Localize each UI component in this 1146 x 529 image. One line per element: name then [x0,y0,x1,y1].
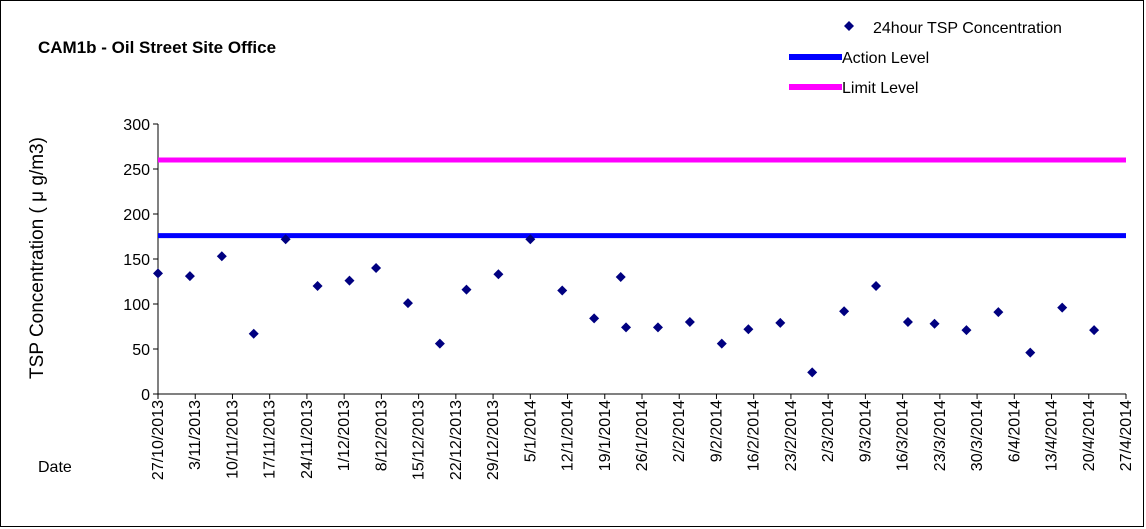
data-point [652,322,663,333]
legend-label-action: Action Level [842,50,929,67]
data-point [961,325,972,336]
x-axis-label: Date [38,459,72,476]
x-tick-label: 9/3/2014 [857,400,874,462]
y-axis-label: TSP Concentration ( μ g/m3) [27,137,48,379]
y-tick-label: 0 [141,387,150,404]
data-point [589,313,600,324]
x-tick-label: 20/4/2014 [1081,400,1098,471]
x-tick-label: 26/1/2014 [634,400,651,471]
x-tick-label: 24/11/2013 [299,400,316,479]
x-tick-label: 3/11/2013 [187,400,204,470]
data-point [929,318,940,329]
data-point [1089,325,1100,336]
x-tick-label: 29/12/2013 [485,400,502,480]
x-tick-label: 27/10/2013 [150,400,167,480]
data-point [684,317,695,327]
y-tick-label: 200 [123,207,150,224]
x-tick-label: 1/12/2013 [336,400,353,471]
x-tick-label: 19/1/2014 [597,400,614,471]
x-tick-label: 27/4/2014 [1118,400,1135,471]
x-tick-label: 12/1/2014 [560,400,577,471]
x-tick-label: 23/3/2014 [932,400,949,471]
data-point [807,367,818,378]
data-point [493,269,504,280]
chart-title: CAM1b - Oil Street Site Office [38,38,276,57]
y-tick-label: 50 [132,342,150,359]
data-point [525,234,536,245]
x-tick-label: 16/2/2014 [746,400,763,471]
x-tick-label: 22/12/2013 [448,400,465,480]
data-point [839,306,850,317]
data-point [621,322,632,333]
data-point [993,307,1004,318]
data-point [312,281,323,291]
legend-label-tsp: 24hour TSP Concentration [873,20,1062,37]
data-point [344,275,355,286]
data-point [615,272,626,282]
x-tick-label: 23/2/2014 [783,400,800,471]
legend-marker-tsp [844,21,854,31]
x-tick-label: 5/1/2014 [522,400,539,462]
y-tick-label: 100 [123,297,150,314]
data-point [153,268,163,279]
y-tick-label: 250 [123,162,150,179]
data-point [775,317,786,328]
x-tick-label: 17/11/2013 [262,400,279,479]
data-point [902,317,913,327]
data-point [402,298,413,309]
data-point [280,234,291,245]
data-point [434,338,445,349]
data-point [371,263,382,273]
data-point [461,284,472,295]
y-tick-label: 150 [123,252,150,269]
legend-label-limit: Limit Level [842,80,918,97]
legend: 24hour TSP Concentration Action Level Li… [789,20,1062,97]
x-tick-label: 2/2/2014 [671,400,688,462]
x-tick-label: 30/3/2014 [969,400,986,471]
data-point [1057,302,1068,313]
x-tick-label: 2/3/2014 [820,400,837,462]
x-tick-label: 6/4/2014 [1006,400,1023,462]
data-point [743,324,754,335]
x-tick-label: 8/12/2013 [373,400,390,471]
x-tick-label: 16/3/2014 [895,400,912,471]
data-point [871,281,882,291]
data-point [184,271,195,282]
data-point [557,285,568,296]
data-point [1025,347,1036,358]
x-tick-label: 10/11/2013 [224,400,241,479]
data-point [248,328,259,339]
data-point [216,251,227,262]
x-tick-label: 13/4/2014 [1044,400,1061,471]
plot-area: 0 50 100 150 200 250 300 27/10/2013 3/11/2013 10/… [123,117,1135,480]
data-point [716,338,727,349]
y-tick-label: 300 [123,117,150,134]
x-tick-label: 9/2/2014 [708,400,725,462]
x-tick-label: 15/12/2013 [411,400,428,480]
